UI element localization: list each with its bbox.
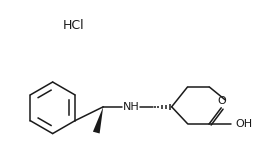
Text: HCl: HCl	[63, 19, 84, 32]
Polygon shape	[93, 107, 103, 133]
Text: NH: NH	[123, 102, 139, 112]
Text: OH: OH	[235, 119, 252, 129]
Text: O: O	[218, 96, 227, 106]
